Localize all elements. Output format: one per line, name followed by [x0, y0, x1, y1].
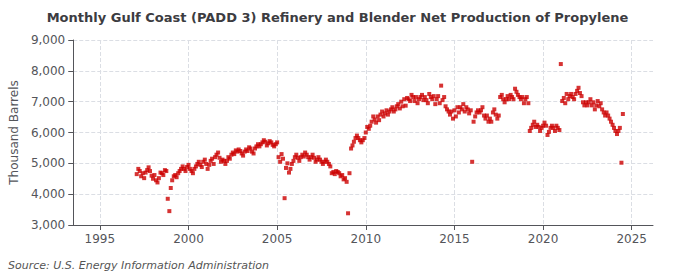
svg-text:Source: U.S. Energy Informatio: Source: U.S. Energy Information Administ…	[8, 259, 269, 272]
svg-text:7,000: 7,000	[31, 95, 65, 109]
svg-text:8,000: 8,000	[31, 64, 65, 78]
svg-text:6,000: 6,000	[31, 126, 65, 140]
svg-text:1995: 1995	[85, 232, 116, 246]
svg-text:2025: 2025	[616, 232, 647, 246]
svg-text:3,000: 3,000	[31, 218, 65, 232]
svg-text:2000: 2000	[173, 232, 204, 246]
svg-text:2010: 2010	[351, 232, 382, 246]
svg-text:Thousand Barrels: Thousand Barrels	[7, 80, 21, 185]
svg-text:4,000: 4,000	[31, 187, 65, 201]
svg-text:2015: 2015	[439, 232, 470, 246]
svg-text:Monthly Gulf Coast (PADD 3) Re: Monthly Gulf Coast (PADD 3) Refinery and…	[47, 10, 629, 25]
svg-text:9,000: 9,000	[31, 33, 65, 47]
svg-text:2020: 2020	[528, 232, 559, 246]
svg-text:2005: 2005	[262, 232, 293, 246]
svg-text:5,000: 5,000	[31, 156, 65, 170]
